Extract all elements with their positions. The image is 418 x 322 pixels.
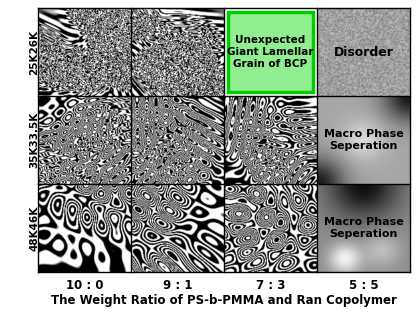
- Bar: [224, 8, 317, 96]
- Bar: [317, 96, 410, 184]
- Bar: [317, 8, 410, 96]
- Text: 10 : 0: 10 : 0: [66, 279, 103, 292]
- Text: 35K33.5K: 35K33.5K: [29, 112, 39, 168]
- Text: 5 : 5: 5 : 5: [349, 279, 378, 292]
- Text: The Weight Ratio of PS-​b​-PMMA and Ran Copolymer: The Weight Ratio of PS-​b​-PMMA and Ran …: [51, 294, 397, 307]
- Text: 9 : 1: 9 : 1: [163, 279, 192, 292]
- Bar: [131, 184, 224, 272]
- Bar: [38, 8, 131, 96]
- Bar: [317, 184, 410, 272]
- FancyBboxPatch shape: [228, 12, 313, 92]
- Bar: [131, 8, 224, 96]
- Text: Unexpected
Giant Lamellar
Grain of BCP: Unexpected Giant Lamellar Grain of BCP: [227, 35, 314, 69]
- Text: 48K46K: 48K46K: [29, 205, 39, 251]
- Bar: [38, 184, 131, 272]
- Text: Macro Phase
Seperation: Macro Phase Seperation: [324, 129, 403, 151]
- Text: 7 : 3: 7 : 3: [256, 279, 285, 292]
- Text: Disorder: Disorder: [334, 45, 393, 59]
- Text: Macro Phase
Seperation: Macro Phase Seperation: [324, 217, 403, 239]
- Bar: [224, 96, 317, 184]
- Text: 25K26K: 25K26K: [29, 30, 39, 74]
- Bar: [131, 96, 224, 184]
- Bar: [224, 184, 317, 272]
- Bar: [38, 96, 131, 184]
